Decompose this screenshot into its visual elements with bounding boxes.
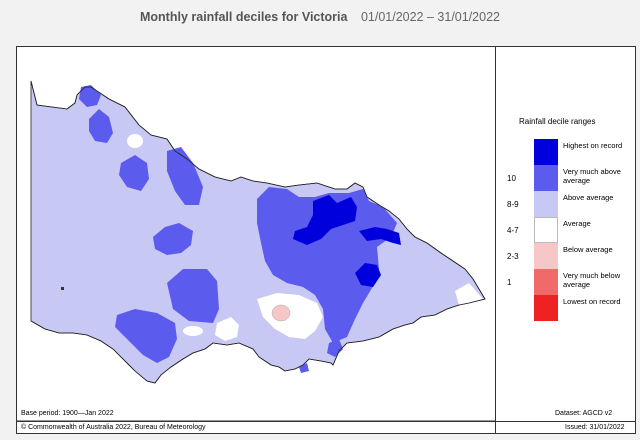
very-much-above-patch <box>89 109 113 143</box>
average-patch <box>215 317 239 341</box>
legend-row-very-much-below: 1 Very much below average <box>497 269 635 297</box>
very-much-above-patch <box>153 223 193 255</box>
issued-date: Issued: 31/01/2022 <box>565 424 625 431</box>
very-much-above-patch <box>257 187 397 343</box>
highest-on-record-patch <box>293 195 357 245</box>
average-patch <box>257 293 323 339</box>
legend-swatch <box>534 191 558 217</box>
legend-row-lowest: Lowest on record <box>497 295 635 323</box>
map-frame: Base period: 1900—Jan 2022 © Commonwealt… <box>16 46 636 434</box>
highest-on-record-patch <box>355 263 381 287</box>
very-much-above-patch <box>79 85 101 107</box>
legend-range: 4-7 <box>507 226 519 235</box>
very-much-above-patch <box>119 155 149 191</box>
legend-swatch <box>534 269 558 295</box>
legend-swatch <box>534 243 558 269</box>
legend-range: 8-9 <box>507 200 519 209</box>
dataset-label: Dataset: AGCD v2 <box>555 410 613 417</box>
legend-label: Average <box>563 219 591 228</box>
copyright: © Commonwealth of Australia 2022, Bureau… <box>21 424 206 431</box>
legend-row-very-much-above: 10 Very much above average <box>497 165 635 193</box>
legend-swatch <box>534 165 558 191</box>
legend-title: Rainfall decile ranges <box>519 117 596 126</box>
map-panel: Base period: 1900—Jan 2022 © Commonwealt… <box>17 47 496 433</box>
victoria-rainfall-map <box>17 80 495 422</box>
very-much-above-patch <box>299 363 309 373</box>
very-much-above-patch <box>115 309 177 363</box>
below-average-patch <box>271 304 291 322</box>
average-patch <box>183 326 203 336</box>
very-much-above-patch <box>167 269 219 323</box>
legend-label: Very much below average <box>563 271 621 289</box>
legend-swatch <box>534 217 558 243</box>
highest-on-record-patch <box>359 227 401 245</box>
legend: Rainfall decile ranges Highest on record… <box>497 47 635 417</box>
legend-row-above: 8-9 Above average <box>497 191 635 219</box>
very-much-above-patch <box>327 339 343 357</box>
average-patch <box>455 283 483 305</box>
average-patch <box>127 134 143 148</box>
legend-swatch <box>534 295 558 321</box>
very-much-above-patch <box>167 147 203 205</box>
legend-swatch <box>534 139 558 165</box>
legend-row-average: 4-7 Average <box>497 217 635 245</box>
date-range: 01/01/2022 – 31/01/2022 <box>360 10 500 24</box>
legend-range: 10 <box>507 174 516 183</box>
legend-row-below: 2-3 Below average <box>497 243 635 271</box>
base-period: Base period: 1900—Jan 2022 <box>21 410 114 417</box>
legend-range: 1 <box>507 278 512 287</box>
legend-label: Below average <box>563 245 613 254</box>
legend-row-highest: Highest on record <box>497 139 635 167</box>
legend-label: Above average <box>563 193 614 202</box>
legend-range: 2-3 <box>507 252 519 261</box>
page-header: Monthly rainfall deciles for Victoria 01… <box>0 0 640 34</box>
map-title: Monthly rainfall deciles for Victoria <box>140 10 348 24</box>
legend-label: Very much above average <box>563 167 621 185</box>
legend-label: Lowest on record <box>563 297 621 306</box>
footer-divider <box>17 421 635 422</box>
legend-label: Highest on record <box>563 141 623 150</box>
